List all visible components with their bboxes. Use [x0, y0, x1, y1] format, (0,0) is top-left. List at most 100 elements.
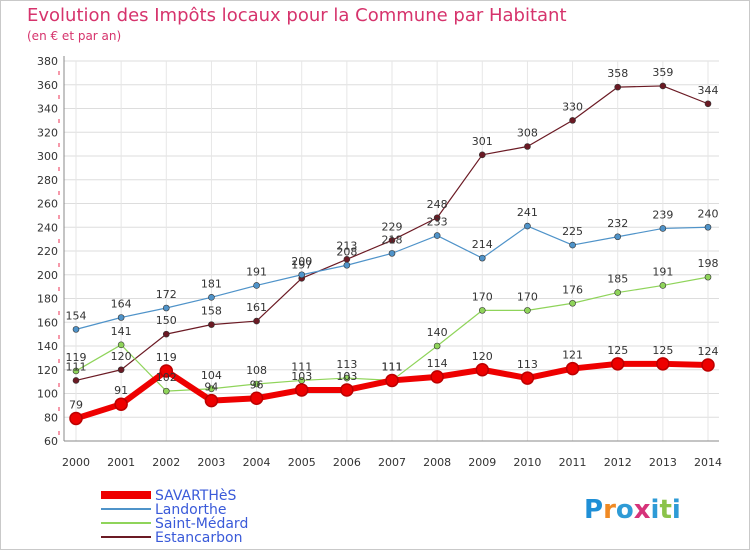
y-tick-label: 140 — [37, 340, 58, 353]
data-point — [208, 321, 215, 328]
data-point — [704, 223, 712, 231]
data-point — [478, 151, 486, 159]
data-point — [253, 282, 260, 289]
data-point — [117, 341, 125, 349]
data-point — [340, 383, 354, 397]
y-tick-label: 280 — [37, 174, 58, 187]
x-tick-label: 2003 — [197, 456, 225, 469]
data-label: 161 — [246, 301, 267, 314]
data-point — [659, 225, 667, 232]
data-label: 103 — [336, 370, 357, 383]
y-tick-label: 200 — [37, 269, 58, 282]
y-tick-label: 220 — [37, 245, 58, 258]
data-label: 114 — [427, 357, 448, 370]
data-label: 158 — [201, 305, 222, 318]
y-tick-label: 260 — [37, 198, 58, 211]
data-point — [524, 307, 531, 314]
legend-label: SAVARTHèS — [155, 488, 236, 504]
x-tick-label: 2008 — [423, 456, 451, 469]
chart-title: Evolution des Impôts locaux pour la Comm… — [27, 5, 567, 26]
data-label: 214 — [472, 238, 493, 251]
data-label: 113 — [517, 358, 538, 371]
data-point — [475, 363, 490, 377]
data-point — [253, 380, 260, 388]
data-label: 96 — [250, 378, 264, 391]
data-point — [72, 377, 80, 384]
data-label: 197 — [291, 258, 312, 271]
y-tick-label: 380 — [37, 55, 58, 68]
chart-subtitle: (en € et par an) — [27, 29, 122, 43]
data-point — [69, 411, 83, 426]
proxiti-logo: Proxiti — [584, 495, 681, 525]
data-label: 125 — [607, 344, 628, 357]
data-point — [478, 254, 486, 262]
data-label: 218 — [382, 233, 403, 246]
data-point — [569, 117, 576, 124]
x-tick-label: 2004 — [243, 456, 271, 469]
data-point — [388, 250, 396, 257]
data-point — [294, 383, 309, 397]
data-label: 248 — [427, 198, 448, 211]
data-label: 150 — [156, 314, 177, 327]
y-tick-label: 240 — [37, 221, 58, 234]
data-point — [520, 371, 535, 385]
data-label: 232 — [607, 217, 628, 230]
y-tick-label: 320 — [37, 126, 58, 139]
data-point — [343, 374, 351, 382]
data-point — [162, 387, 170, 395]
x-tick-label: 2006 — [333, 456, 361, 469]
data-label: 170 — [472, 290, 493, 303]
data-label: 225 — [562, 225, 583, 238]
data-point — [704, 273, 712, 281]
x-tick-label: 2009 — [468, 456, 496, 469]
data-point — [614, 233, 622, 241]
x-tick-label: 2013 — [649, 456, 677, 469]
data-label: 330 — [562, 100, 583, 113]
data-point — [565, 361, 580, 376]
data-point — [72, 367, 80, 375]
data-label: 91 — [114, 384, 128, 397]
y-tick-label: 100 — [37, 388, 58, 401]
data-point — [569, 299, 576, 307]
data-point — [430, 370, 444, 384]
y-tick-label: 160 — [37, 316, 58, 329]
legend-label: Saint-Médard — [155, 516, 248, 532]
data-label: 344 — [698, 84, 719, 97]
data-label: 111 — [382, 360, 403, 373]
y-tick-label: 180 — [37, 293, 58, 306]
x-tick-label: 2002 — [152, 456, 180, 469]
data-label: 176 — [562, 283, 583, 296]
x-tick-label: 2005 — [288, 456, 316, 469]
data-label: 191 — [652, 265, 673, 278]
data-point — [524, 143, 531, 150]
data-point — [159, 364, 174, 378]
data-label: 358 — [607, 67, 628, 80]
data-point — [208, 294, 215, 301]
data-label: 191 — [246, 265, 267, 278]
y-tick-label: 80 — [44, 411, 58, 424]
x-tick-label: 2012 — [604, 456, 632, 469]
data-label: 111 — [291, 360, 312, 373]
data-label: 119 — [66, 351, 87, 364]
y-tick-label: 340 — [37, 103, 58, 116]
data-label: 141 — [111, 325, 132, 338]
data-point — [614, 289, 622, 296]
data-label: 124 — [698, 345, 719, 358]
data-label: 198 — [698, 257, 719, 270]
data-point — [610, 357, 625, 371]
x-tick-label: 2014 — [694, 456, 722, 469]
data-point — [478, 307, 486, 314]
data-label: 140 — [427, 326, 448, 339]
data-point — [433, 214, 441, 222]
data-label: 164 — [111, 298, 132, 311]
legend-label: Landorthe — [155, 502, 226, 518]
data-point — [388, 237, 396, 244]
data-point — [204, 393, 219, 408]
data-label: 154 — [66, 309, 87, 322]
data-point — [433, 342, 441, 350]
data-label: 172 — [156, 288, 177, 301]
data-point — [524, 222, 531, 230]
data-label: 229 — [382, 220, 403, 233]
data-point — [433, 232, 441, 239]
